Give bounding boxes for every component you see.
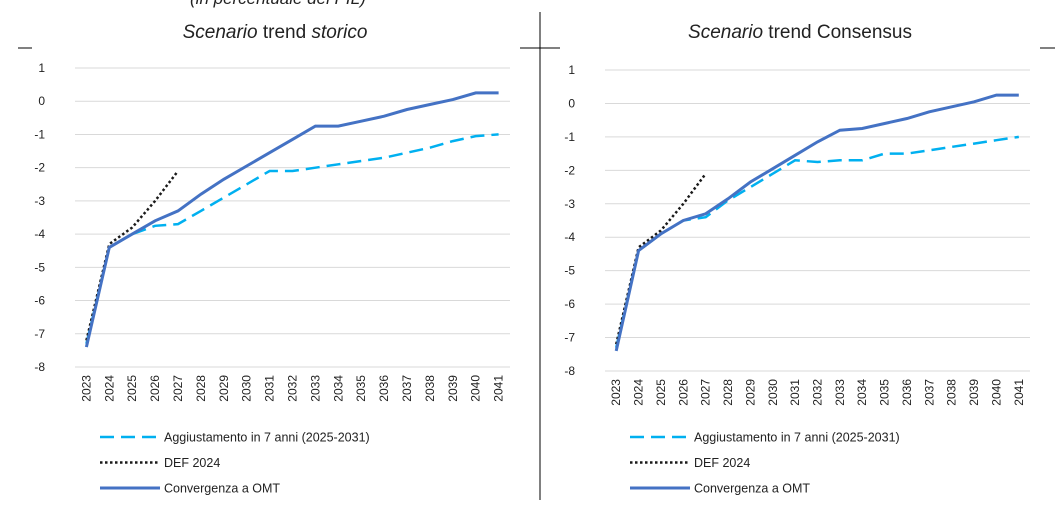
x-tick-label: 2024	[102, 375, 116, 402]
x-tick-label: 2040	[989, 379, 1003, 406]
x-tick-label: 2027	[171, 375, 185, 402]
x-tick-label: 2028	[194, 375, 208, 402]
y-tick-label: -1	[564, 130, 575, 144]
y-tick-label: 1	[38, 61, 45, 75]
x-tick-label: 2030	[766, 379, 780, 406]
y-tick-label: -3	[564, 197, 575, 211]
x-tick-label: 2025	[125, 375, 139, 402]
chart-title: Scenario trend storico	[183, 22, 368, 43]
legend-label: Convergenza a OMT	[694, 482, 810, 496]
y-tick-label: -4	[34, 227, 45, 241]
x-tick-label: 2029	[743, 379, 757, 406]
series-line	[614, 172, 707, 345]
y-tick-label: -8	[564, 364, 575, 378]
series-line	[84, 91, 499, 348]
series-line	[614, 93, 1019, 352]
series-line	[85, 170, 179, 341]
y-tick-label: -2	[564, 163, 575, 177]
x-tick-label: 2035	[354, 375, 368, 402]
x-tick-label: 2031	[788, 379, 802, 406]
y-tick-label: -5	[564, 264, 575, 278]
x-tick-label: 2023	[609, 379, 623, 406]
y-tick-label: 0	[568, 96, 575, 110]
legend-label: Aggiustamento in 7 anni (2025-2031)	[694, 431, 900, 445]
x-tick-label: 2023	[79, 375, 93, 402]
y-tick-label: -3	[34, 194, 45, 208]
series-line	[614, 135, 1019, 348]
x-tick-label: 2024	[632, 379, 646, 406]
series-line	[85, 133, 499, 344]
y-tick-label: -7	[564, 331, 575, 345]
x-tick-label: 2039	[967, 379, 981, 406]
y-tick-label: -6	[34, 294, 45, 308]
x-tick-label: 2038	[945, 379, 959, 406]
x-tick-label: 2028	[721, 379, 735, 406]
y-tick-label: -6	[564, 297, 575, 311]
x-tick-label: 2034	[855, 379, 869, 406]
x-tick-label: 2027	[699, 379, 713, 406]
x-tick-label: 2041	[492, 375, 506, 402]
y-tick-label: -8	[34, 360, 45, 374]
title-part: Scenario	[688, 22, 763, 43]
title-part: trend	[258, 22, 312, 43]
title-part: Scenario	[183, 22, 258, 43]
y-tick-label: -5	[34, 260, 45, 274]
x-tick-label: 2032	[811, 379, 825, 406]
x-tick-label: 2037	[400, 375, 414, 402]
x-tick-label: 2032	[286, 375, 300, 402]
y-tick-label: 1	[568, 63, 575, 77]
title-part: trend Consensus	[763, 22, 912, 43]
x-tick-label: 2039	[446, 375, 460, 402]
x-tick-label: 2026	[676, 379, 690, 406]
y-tick-label: 0	[38, 94, 45, 108]
x-tick-label: 2035	[878, 379, 892, 406]
y-tick-label: -7	[34, 327, 45, 341]
legend-label: Convergenza a OMT	[164, 482, 280, 496]
x-tick-label: 2033	[833, 379, 847, 406]
x-tick-label: 2025	[654, 379, 668, 406]
x-tick-label: 2041	[1012, 379, 1026, 406]
x-tick-label: 2034	[331, 375, 345, 402]
legend-label: DEF 2024	[694, 456, 750, 470]
title-part: storico	[311, 22, 367, 43]
x-tick-label: 2029	[217, 375, 231, 402]
y-tick-label: -1	[34, 127, 45, 141]
chart-title: Scenario trend Consensus	[688, 22, 912, 43]
x-tick-label: 2040	[469, 375, 483, 402]
legend-label: Aggiustamento in 7 anni (2025-2031)	[164, 431, 370, 445]
note: (in percentuale del PIL)	[190, 0, 366, 8]
x-tick-label: 2026	[148, 375, 162, 402]
x-tick-label: 2038	[423, 375, 437, 402]
y-tick-label: -4	[564, 230, 575, 244]
x-tick-label: 2037	[922, 379, 936, 406]
x-tick-label: 2030	[240, 375, 254, 402]
y-tick-label: -2	[34, 161, 45, 175]
x-tick-label: 2033	[308, 375, 322, 402]
x-tick-label: 2036	[377, 375, 391, 402]
x-tick-label: 2031	[263, 375, 277, 402]
legend-label: DEF 2024	[164, 456, 220, 470]
x-tick-label: 2036	[900, 379, 914, 406]
